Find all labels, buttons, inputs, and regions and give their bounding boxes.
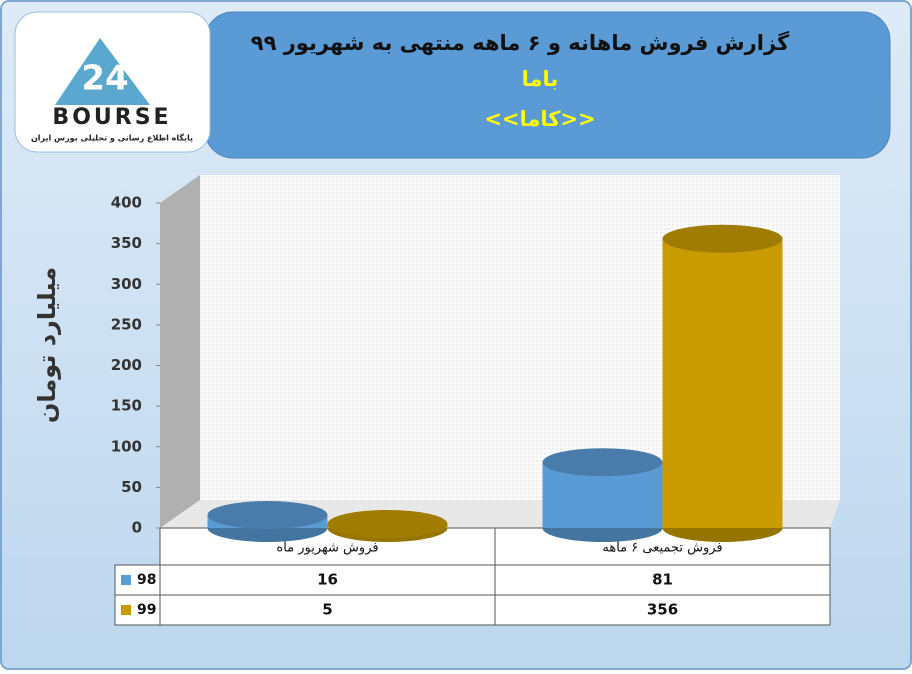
y-tick-label: 250 xyxy=(111,315,142,333)
side-wall xyxy=(160,175,200,528)
logo-mark xyxy=(55,38,150,105)
chart-subtitle: باما xyxy=(522,67,559,91)
y-axis-label: میلیارد تومان xyxy=(33,267,61,423)
logo-digits: 24 xyxy=(81,59,128,99)
y-tick-label: 0 xyxy=(132,519,142,537)
bar-top xyxy=(542,448,663,477)
logo-brand: BOURSE xyxy=(52,105,171,130)
table-value: 356 xyxy=(647,601,678,619)
y-tick-label: 200 xyxy=(111,356,142,374)
y-tick-label: 350 xyxy=(111,234,142,252)
bar xyxy=(662,238,783,528)
data-table xyxy=(114,527,831,626)
bar-top xyxy=(327,509,448,538)
chart-title: گزارش فروش ماهانه و ۶ ماهه منتهی به شهری… xyxy=(251,30,790,55)
legend-label: 99 xyxy=(137,602,156,618)
bar-top xyxy=(662,224,783,253)
y-tick-label: 300 xyxy=(111,275,142,293)
y-tick-label: 100 xyxy=(111,437,142,455)
company-name: <<کاما>> xyxy=(484,107,595,131)
y-tick-label: 50 xyxy=(121,478,142,496)
bar-top xyxy=(207,501,328,529)
x-tick-label: فروش تجمیعی ۶ ماهه xyxy=(602,541,722,556)
table-value: 16 xyxy=(317,571,338,589)
table-value: 81 xyxy=(652,571,673,589)
legend-swatch xyxy=(121,605,131,615)
legend-label: 98 xyxy=(137,572,156,588)
y-tick-label: 400 xyxy=(111,194,142,212)
y-tick-label: 150 xyxy=(111,397,142,415)
legend-swatch xyxy=(121,575,131,585)
table-value: 5 xyxy=(322,601,332,619)
x-tick-label: فروش شهریور ماه xyxy=(276,541,378,556)
logo-tagline: پایگاه اطلاع رسانی و تحلیلی بورس ایران xyxy=(31,133,193,144)
